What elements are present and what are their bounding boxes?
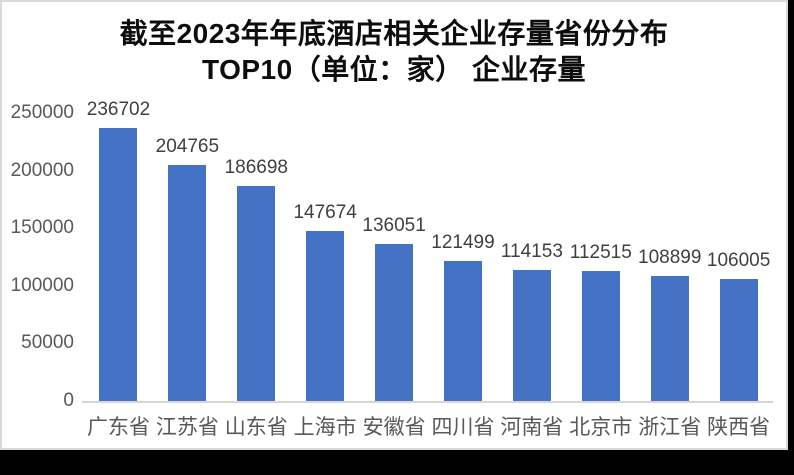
bar [168,165,207,401]
bar [306,230,345,401]
bar-slot: 121499 四川省 [429,113,498,439]
bar-slot: 204765 江苏省 [153,113,222,439]
bar-slot: 236702 广东省 [84,99,153,439]
bar-slot: 108899 浙江省 [635,113,704,439]
x-axis-category-label: 陕西省 [707,416,771,439]
bar-value-label: 147674 [293,201,357,223]
x-axis-category-label: 安徽省 [362,416,426,439]
y-axis: 0 50000 100000 150000 200000 250000 [2,102,74,411]
bar [650,275,689,401]
bar-slot: 136051 安徽省 [360,113,429,439]
bar-value-label: 204765 [155,136,220,158]
bar-series: 236702 广东省 204765 江苏省 186698 山东省 147674 上海市 1360… [84,99,773,440]
chart-title: 截至2023年年底酒店相关企业存量省份分布 TOP10（单位：家） 企业存量 [2,16,786,88]
chart-panel: 截至2023年年底酒店相关企业存量省份分布 TOP10（单位：家） 企业存量 0… [0,0,788,450]
bar-value-label: 136051 [362,215,426,237]
y-axis-tick-label: 200000 [10,159,74,181]
bar-value-label: 114153 [500,240,563,262]
chart-title-line1: 截至2023年年底酒店相关企业存量省份分布 [119,18,669,49]
bar [375,244,414,401]
bar [237,185,276,401]
y-axis-tick-label: 0 [63,390,74,411]
y-axis-tick-label: 50000 [21,332,74,354]
bar-value-label: 121499 [431,232,495,254]
bar-slot: 114153 河南省 [497,113,566,440]
y-axis-tick-label: 250000 [10,102,74,123]
x-axis-category-label: 四川省 [431,416,495,439]
bar-value-label: 236702 [86,99,151,121]
bar [99,128,138,401]
plot-area: 236702 广东省 204765 江苏省 186698 山东省 147674 上海市 1360… [84,99,773,440]
bar-slot: 106005 陕西省 [704,113,773,439]
bar-value-label: 112515 [569,242,632,264]
bar [512,269,551,401]
bar-slot: 186698 山东省 [222,113,291,439]
y-axis-tick-label: 100000 [10,274,74,296]
x-axis-line [82,401,773,403]
x-axis-category-label: 江苏省 [155,416,219,439]
bar [443,261,482,401]
x-axis-category-label: 河南省 [500,416,564,439]
x-axis-category-label: 浙江省 [638,416,702,439]
bar-value-label: 186698 [224,156,288,178]
bar [719,278,758,401]
x-axis-category-label: 山东省 [224,416,288,439]
bar-value-label: 106005 [706,249,771,271]
x-axis-category-label: 北京市 [569,416,633,439]
bar-value-label: 108899 [638,246,702,268]
chart-title-line2: TOP10（单位：家） 企业存量 [202,54,586,85]
y-axis-tick-label: 150000 [10,217,74,239]
bar [581,271,620,401]
bar-slot: 112515 北京市 [566,113,635,439]
x-axis-category-label: 广东省 [86,416,150,439]
bar-slot: 147674 上海市 [291,113,360,439]
x-axis-category-label: 上海市 [293,416,357,439]
